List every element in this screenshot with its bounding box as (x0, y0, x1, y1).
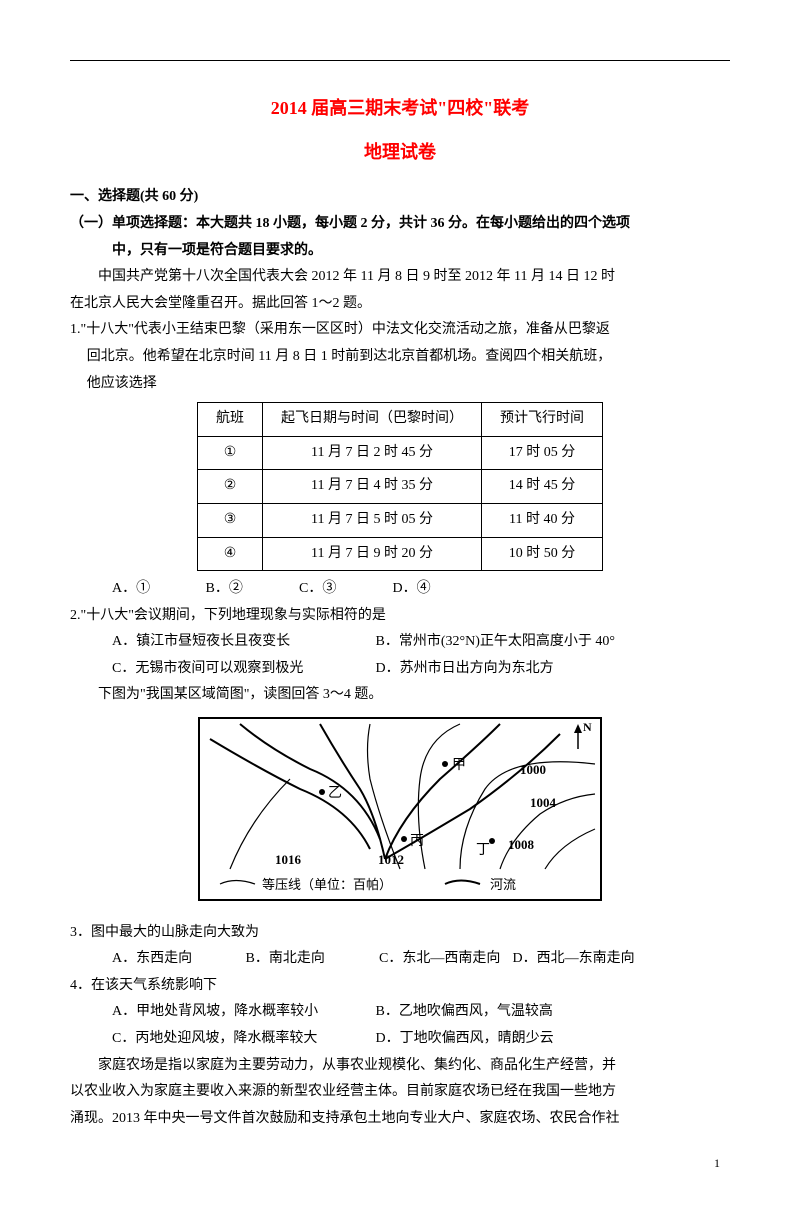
q4-a: A．甲地处背风坡，降水概率较小 (112, 999, 372, 1026)
q2: 2."十八大"会议期间，下列地理现象与实际相符的是 (70, 603, 730, 630)
pt-bing: 丙 (410, 834, 424, 849)
th-duration: 预计飞行时间 (482, 403, 603, 437)
q2-opts-row1: A．镇江市昼短夜长且夜变长 B．常州市(32°N)正午太阳高度小于 40° (70, 629, 730, 656)
q2-b: B．常州市(32°N)正午太阳高度小于 40° (376, 629, 636, 656)
cell: ① (198, 436, 263, 470)
q1-line3: 他应该选择 (70, 371, 730, 398)
iso-1016: 1016 (275, 852, 302, 867)
cell: 11 月 7 日 4 时 35 分 (263, 470, 482, 504)
th-flight: 航班 (198, 403, 263, 437)
instruction-line2: 中，只有一项是符合题目要求的。 (70, 238, 730, 265)
main-title: 2014 届高三期末考试"四校"联考 (70, 91, 730, 125)
q3-a: A．东西走向 (112, 946, 242, 973)
q3-c: C．东北—西南走向 (379, 946, 509, 973)
iso-1012: 1012 (378, 852, 404, 867)
intro-paragraph-line1: 中国共产党第十八次全国代表大会 2012 年 11 月 8 日 9 时至 201… (70, 264, 730, 291)
page-number: 1 (70, 1152, 730, 1175)
q3-b: B．南北走向 (246, 946, 376, 973)
iso-1008: 1008 (508, 837, 535, 852)
region-map-svg: N 甲 乙 丙 丁 1000 1004 1008 1012 1016 等压线（单… (198, 717, 602, 901)
iso-1000: 1000 (520, 762, 546, 777)
top-line (70, 60, 730, 61)
map-figure: N 甲 乙 丙 丁 1000 1004 1008 1012 1016 等压线（单… (70, 717, 730, 912)
cell: 11 时 40 分 (482, 503, 603, 537)
opt-a: A．① (112, 576, 202, 603)
cell: 10 时 50 分 (482, 537, 603, 571)
cell: ④ (198, 537, 263, 571)
intro3-line2: 以农业收入为家庭主要收入来源的新型农业经营主体。目前家庭农场已经在我国一些地方 (70, 1079, 730, 1106)
intro-paragraph-line2: 在北京人民大会堂隆重召开。据此回答 1～2 题。 (70, 291, 730, 318)
pt-ding: 丁 (476, 843, 490, 858)
q2-c: C．无锡市夜间可以观察到极光 (112, 656, 372, 683)
intro3-line3: 涌现。2013 年中央一号文件首次鼓励和支持承包土地向专业大户、家庭农场、农民合… (70, 1106, 730, 1133)
cell: 17 时 05 分 (482, 436, 603, 470)
north-label: N (583, 720, 592, 734)
q2-d: D．苏州市日出方向为东北方 (376, 656, 636, 683)
intro3-line1: 家庭农场是指以家庭为主要劳动力，从事农业规模化、集约化、商品化生产经营，并 (70, 1053, 730, 1080)
pt-jia: 甲 (452, 758, 466, 773)
q1-line2: 回北京。他希望在北京时间 11 月 8 日 1 时前到达北京首都机场。查阅四个相… (70, 344, 730, 371)
q1-line1: 1."十八大"代表小王结束巴黎（采用东一区区时）中法文化交流活动之旅，准备从巴黎… (70, 317, 730, 344)
legend-iso-label: 等压线（单位：百帕） (262, 877, 392, 892)
q4-c: C．丙地处迎风坡，降水概率较大 (112, 1026, 372, 1053)
q4-b: B．乙地吹偏西风，气温较高 (376, 999, 636, 1026)
q1-options: A．① B．② C．③ D．④ (70, 576, 730, 603)
opt-c: C．③ (299, 576, 389, 603)
cell: 11 月 7 日 2 时 45 分 (263, 436, 482, 470)
q4-opts-row1: A．甲地处背风坡，降水概率较小 B．乙地吹偏西风，气温较高 (70, 999, 730, 1026)
opt-b: B．② (206, 576, 296, 603)
opt-d: D．④ (393, 576, 483, 603)
q4-d: D．丁地吹偏西风，晴朗少云 (376, 1026, 636, 1053)
q2-a: A．镇江市昼短夜长且夜变长 (112, 629, 372, 656)
sub-title: 地理试卷 (70, 135, 730, 169)
cell: 11 月 7 日 5 时 05 分 (263, 503, 482, 537)
instruction-line1: （一）单项选择题：本大题共 18 小题，每小题 2 分，共计 36 分。在每小题… (70, 211, 730, 238)
intro2: 下图为"我国某区域简图"，读图回答 3～4 题。 (70, 682, 730, 709)
iso-1004: 1004 (530, 795, 557, 810)
legend-river-label: 河流 (490, 877, 516, 892)
q3-d: D．西北—东南走向 (513, 946, 643, 973)
pt-yi: 乙 (328, 785, 342, 801)
th-depart: 起飞日期与时间（巴黎时间） (263, 403, 482, 437)
cell: ② (198, 470, 263, 504)
flight-table: 航班 起飞日期与时间（巴黎时间） 预计飞行时间 ① 11 月 7 日 2 时 4… (197, 402, 603, 571)
cell: 14 时 45 分 (482, 470, 603, 504)
q2-opts-row2: C．无锡市夜间可以观察到极光 D．苏州市日出方向为东北方 (70, 656, 730, 683)
q3-opts: A．东西走向 B．南北走向 C．东北—西南走向 D．西北—东南走向 (70, 946, 730, 973)
q3: 3．图中最大的山脉走向大致为 (70, 920, 730, 947)
section-heading: 一、选择题(共 60 分) (70, 184, 730, 211)
cell: 11 月 7 日 9 时 20 分 (263, 537, 482, 571)
cell: ③ (198, 503, 263, 537)
q4-opts-row2: C．丙地处迎风坡，降水概率较大 D．丁地吹偏西风，晴朗少云 (70, 1026, 730, 1053)
q4: 4．在该天气系统影响下 (70, 973, 730, 1000)
